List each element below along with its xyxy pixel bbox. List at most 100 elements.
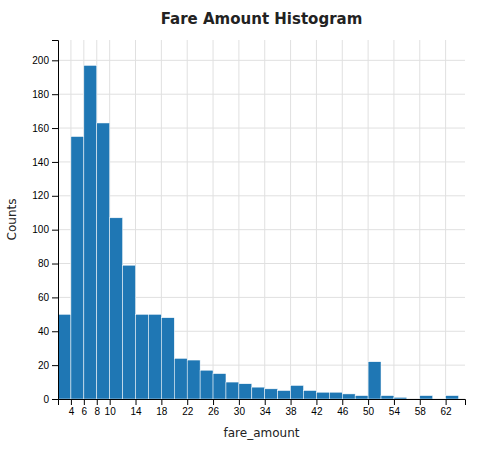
bar [252, 387, 265, 399]
bar [342, 394, 355, 399]
y-axis-tick: 200 [32, 55, 58, 66]
bar [84, 65, 97, 399]
bar [239, 384, 252, 399]
y-axis-tick-mark [52, 94, 58, 95]
y-axis-tick-mark [52, 60, 58, 61]
bar [136, 314, 149, 399]
x-axis-tick: 14 [130, 399, 142, 417]
x-axis-tick-label: 18 [156, 406, 168, 417]
y-axis-tick-label: 180 [32, 89, 49, 100]
bar [303, 391, 316, 399]
y-axis-tick-label: 120 [32, 190, 49, 201]
x-axis-tick-mark [136, 399, 137, 405]
bar [148, 314, 161, 399]
x-axis-tick-label: 14 [130, 406, 142, 417]
x-axis-tick-label: 58 [415, 406, 427, 417]
x-axis-tick: 34 [260, 399, 272, 417]
title: Fare Amount Histogram [161, 10, 363, 28]
y-axis-tick-mark [52, 331, 58, 332]
x-axis-tick: 8 [94, 399, 100, 417]
grid-line-y [58, 161, 465, 162]
y-axis-tick: 160 [32, 123, 58, 134]
y-axis-tick-mark [52, 128, 58, 129]
y-axis: 020406080100120140160180200 [32, 41, 58, 405]
x-axis-tick-label: 8 [94, 406, 100, 417]
x-axis-title: fare_amount [224, 426, 300, 440]
x-axis-tick: 26 [208, 399, 220, 417]
y-axis-tick: 140 [32, 157, 58, 168]
bar [420, 396, 433, 399]
grid [58, 40, 465, 399]
y-axis-tick-label: 140 [32, 157, 49, 168]
bar [316, 392, 329, 399]
bar [381, 396, 394, 399]
x-axis-tick-mark [97, 399, 98, 405]
y-axis-tick-mark [52, 230, 58, 231]
x-axis-tick-label: 42 [311, 406, 323, 417]
grid-line-y [58, 60, 465, 61]
x-axis-tick-label: 6 [82, 406, 88, 417]
y-axis-tick-label: 100 [32, 224, 49, 235]
bar [123, 265, 136, 399]
x-axis-tick-mark [213, 399, 214, 405]
x-axis-tick-mark [342, 399, 343, 405]
grid-line-y [58, 94, 465, 95]
x-axis-tick-label: 46 [337, 406, 349, 417]
plot-area [58, 65, 459, 399]
x-axis-tick-label: 50 [363, 406, 375, 417]
x-axis-tick-mark [291, 399, 292, 405]
x-axis-tick: 10 [105, 399, 117, 417]
bar [226, 382, 239, 399]
y-axis-tick-label: 80 [38, 258, 50, 269]
x-axis-tick-mark [161, 399, 162, 405]
x-axis-tick-label: 38 [286, 406, 298, 417]
bar [110, 218, 123, 399]
y-axis-title: Counts [5, 199, 19, 241]
x-axis-tick: 4 [69, 399, 75, 417]
x-axis-tick-mark [420, 399, 421, 405]
x-axis-tick-mark [187, 399, 188, 405]
x-axis-tick-mark [110, 399, 111, 405]
x-axis-tick: 42 [311, 399, 323, 417]
y-axis-tick: 20 [38, 360, 58, 371]
x-axis-tick-label: 30 [234, 406, 246, 417]
x-axis-tick-mark [446, 399, 447, 405]
bar [329, 392, 342, 399]
bar [407, 399, 420, 400]
bar [355, 396, 368, 399]
x-axis-tick: 62 [441, 399, 453, 417]
x-axis: 4681014182226303438424650545862 [59, 399, 466, 417]
y-axis-tick: 80 [38, 258, 58, 269]
bar [394, 397, 407, 399]
y-axis-tick-label: 160 [32, 123, 49, 134]
grid-line-y [58, 128, 465, 129]
grid-line-y [58, 195, 465, 196]
bar [213, 374, 226, 399]
bar [187, 360, 200, 399]
x-axis-tick-label: 4 [69, 406, 75, 417]
chart: 4681014182226303438424650545862020406080… [0, 0, 483, 451]
bar [97, 123, 110, 399]
bar [161, 318, 174, 399]
y-axis-line [52, 41, 59, 400]
x-axis-tick-mark [265, 399, 266, 405]
x-axis-tick: 46 [337, 399, 349, 417]
x-axis-tick-label: 54 [389, 406, 401, 417]
x-axis-tick-label: 34 [260, 406, 272, 417]
y-axis-tick-mark [52, 297, 58, 298]
x-axis-tick-label: 62 [441, 406, 453, 417]
x-axis-tick: 18 [156, 399, 168, 417]
x-axis-tick-mark [71, 399, 72, 405]
bar [433, 399, 446, 400]
x-axis-tick-mark [84, 399, 85, 405]
x-axis-tick: 6 [82, 399, 88, 417]
x-axis-tick-mark [394, 399, 395, 405]
y-axis-tick-mark [52, 162, 58, 163]
bar [58, 314, 71, 399]
x-axis-tick-label: 22 [182, 406, 194, 417]
bar [200, 370, 213, 399]
bar [291, 385, 304, 399]
x-axis-tick: 22 [182, 399, 194, 417]
y-axis-tick-mark [52, 196, 58, 197]
bar [368, 362, 381, 399]
